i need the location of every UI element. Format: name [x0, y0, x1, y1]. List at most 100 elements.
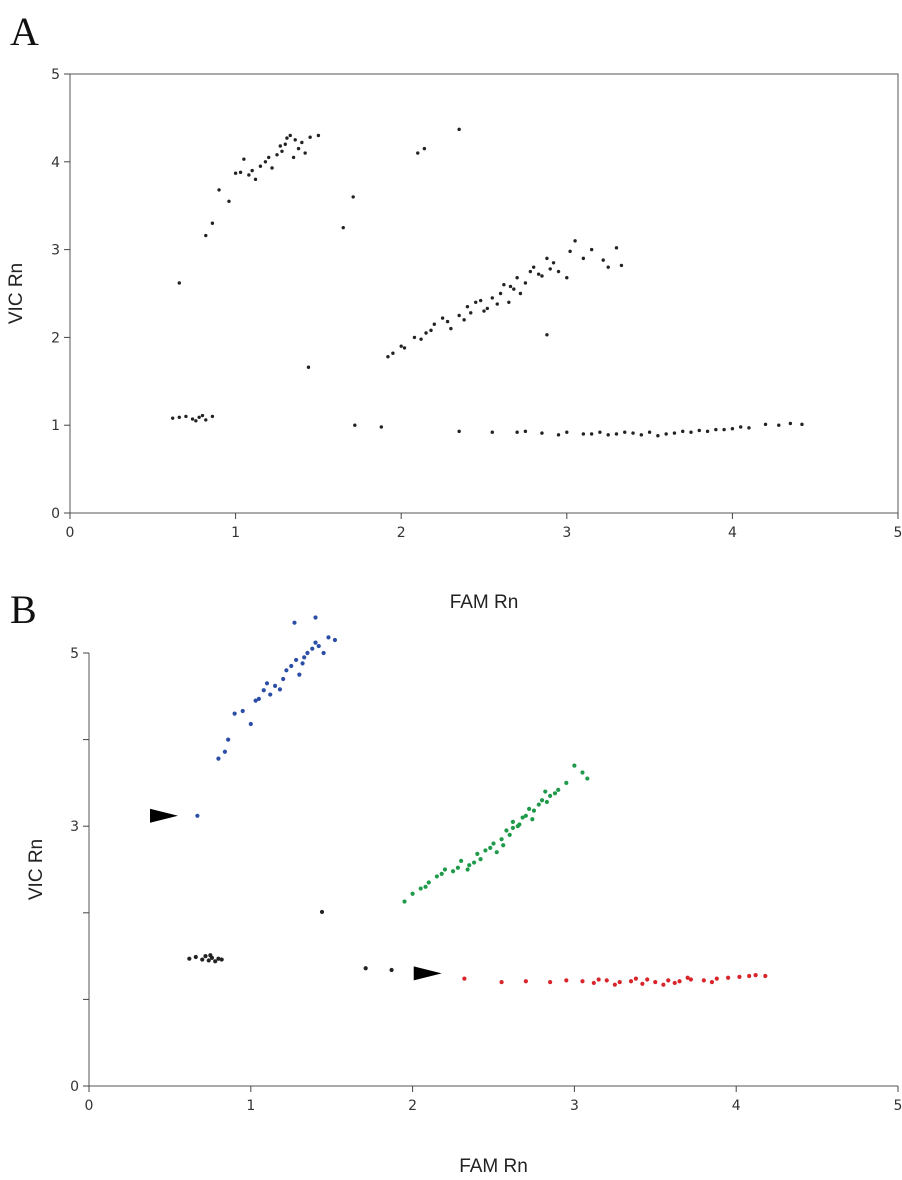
data-point — [581, 256, 586, 261]
data-point — [677, 979, 682, 984]
data-point — [738, 425, 743, 429]
data-point — [551, 261, 556, 265]
data-point — [474, 300, 478, 304]
data-point — [419, 337, 423, 341]
data-point — [316, 133, 321, 138]
data-point — [747, 426, 751, 430]
data-point — [306, 365, 311, 369]
data-point — [294, 657, 299, 663]
data-point — [204, 233, 208, 238]
x-axis-title: FAM Rn — [450, 592, 519, 613]
data-point — [219, 957, 224, 962]
data-point — [305, 650, 310, 656]
data-point — [701, 978, 706, 983]
data-point — [190, 417, 195, 421]
data-point — [709, 979, 715, 985]
data-point — [280, 149, 284, 153]
data-point — [410, 891, 415, 896]
data-point — [316, 643, 321, 649]
data-point — [200, 957, 205, 962]
y-axis-title: VIC Rn — [6, 263, 27, 324]
y-tick-label: 5 — [70, 646, 79, 662]
data-point — [465, 304, 470, 309]
x-tick-label: 1 — [231, 525, 240, 541]
x-tick-label: 2 — [408, 1098, 417, 1114]
x-tick-label: 5 — [894, 525, 902, 541]
data-point — [439, 871, 444, 876]
data-point — [283, 142, 287, 146]
data-point — [478, 857, 483, 862]
data-point — [498, 291, 503, 296]
data-point — [170, 416, 175, 420]
data-point — [267, 155, 271, 160]
data-point — [502, 283, 506, 287]
data-point — [572, 763, 577, 768]
data-point — [753, 973, 758, 978]
data-point — [457, 313, 461, 318]
data-point — [240, 708, 245, 714]
data-point — [208, 953, 213, 958]
data-point — [284, 668, 289, 673]
data-point — [596, 977, 601, 982]
data-point — [580, 770, 585, 775]
data-point — [242, 157, 246, 161]
data-point — [598, 430, 602, 434]
data-point — [495, 302, 499, 306]
data-point — [564, 978, 569, 983]
data-point — [469, 311, 473, 315]
data-point — [589, 247, 594, 252]
data-point — [288, 133, 292, 138]
data-point — [661, 982, 666, 987]
y-tick-label: 0 — [51, 506, 60, 522]
x-tick-label: 4 — [728, 525, 737, 541]
data-point — [351, 195, 355, 199]
data-point — [536, 272, 541, 276]
data-point — [565, 275, 569, 280]
data-point — [416, 151, 420, 155]
data-point — [543, 789, 548, 794]
data-point — [268, 692, 273, 697]
data-point — [617, 979, 622, 985]
y-tick-label: 3 — [51, 243, 60, 259]
data-point — [544, 799, 549, 805]
data-point — [272, 683, 278, 689]
data-point — [645, 977, 650, 982]
data-point — [722, 427, 726, 432]
data-point — [238, 170, 243, 175]
data-point — [523, 281, 528, 285]
data-point — [445, 319, 450, 324]
data-point — [726, 975, 731, 980]
data-point — [800, 422, 804, 427]
data-point — [440, 316, 445, 320]
arrowhead-marker — [413, 966, 442, 981]
data-point — [666, 978, 671, 983]
data-point — [184, 414, 188, 419]
data-point — [623, 430, 627, 434]
data-point — [601, 258, 605, 262]
data-point — [540, 274, 544, 278]
data-point — [730, 427, 735, 431]
data-point — [353, 423, 357, 427]
data-point — [217, 188, 221, 192]
data-point — [628, 979, 634, 984]
data-point — [248, 721, 253, 727]
data-point — [499, 979, 504, 985]
data-point — [664, 432, 668, 436]
data-point — [507, 300, 511, 304]
data-point — [788, 421, 793, 426]
y-axis-title: VIC Rn — [26, 839, 47, 900]
data-point — [681, 429, 685, 434]
data-point — [491, 841, 496, 846]
data-point — [548, 979, 553, 985]
data-point — [523, 813, 528, 818]
data-point — [232, 711, 237, 716]
scatter-chart-b: 0 1 2 3 4 5 0 3 5 FAM Rn VIC Rn — [26, 615, 902, 1177]
y-tick-label: 3 — [70, 819, 79, 835]
data-point — [499, 837, 504, 842]
data-point — [457, 429, 461, 434]
data-point — [539, 798, 545, 803]
data-point — [386, 355, 390, 359]
panel-label-b: B — [10, 587, 37, 632]
data-point — [391, 351, 395, 355]
